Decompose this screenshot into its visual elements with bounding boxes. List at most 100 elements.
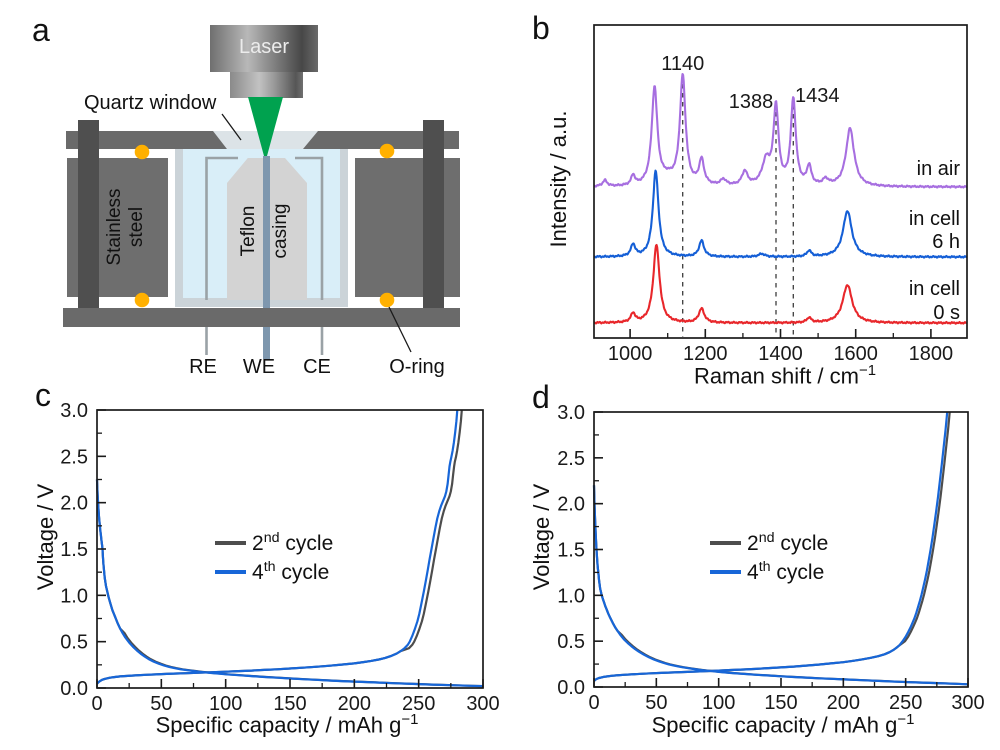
x-tick-label: 1600 bbox=[833, 343, 878, 365]
panel-d: 0.0 0.5 1.0 1.5 2.0 2.5 3.0 0 50 100 150 200 250 300 … bbox=[505, 385, 1000, 750]
o-ring-icon bbox=[134, 292, 150, 308]
d-y-axis-label: Voltage / V bbox=[529, 483, 554, 591]
x-tick-label: 250 bbox=[402, 693, 435, 715]
laser-head: Laser bbox=[210, 25, 318, 72]
raman-trace-2 bbox=[593, 243, 968, 325]
trace-label-in-air: in air bbox=[916, 158, 960, 180]
legend-line-2nd bbox=[215, 541, 246, 545]
raman-plot: 1000 1200 1400 1600 1800 1140 1388 1434 bbox=[593, 24, 968, 365]
y-tick-label: 2.0 bbox=[557, 494, 585, 516]
laser-objective bbox=[230, 72, 303, 98]
quartz-window-label: Quartz window bbox=[84, 92, 217, 114]
bolt-right bbox=[423, 120, 444, 308]
y-tick-label: 3.0 bbox=[557, 402, 585, 424]
oring-label: O-ring bbox=[389, 356, 445, 378]
y-tick-label: 1.5 bbox=[557, 540, 585, 562]
raman-x-axis-label: Raman shift / cm−1 bbox=[693, 362, 877, 389]
we-wire bbox=[263, 156, 270, 308]
panel-a: Laser Quartz window Stainless steel Tefl… bbox=[0, 0, 500, 390]
cycle-curve-2 bbox=[592, 485, 969, 686]
c-x-axis-label: Specific capacity / mAh g−1 bbox=[155, 711, 419, 738]
teflon-casing-label: Teflon casing bbox=[238, 203, 291, 259]
legend-line-4th bbox=[710, 570, 741, 574]
x-tick-label: 1400 bbox=[758, 343, 803, 365]
x-tick-label: 300 bbox=[951, 692, 984, 714]
panel-b: 1000 1200 1400 1600 1800 1140 1388 1434 Intensi… bbox=[500, 5, 1000, 400]
laser-beam-icon bbox=[248, 97, 283, 156]
legend-line-2nd bbox=[710, 541, 741, 545]
panel-c: 0.0 0.5 1.0 1.5 2.0 2.5 3.0 0 50 100 150 200 250 300 … bbox=[25, 385, 505, 750]
y-tick-label: 2.5 bbox=[60, 446, 88, 468]
o-ring-icon bbox=[379, 292, 395, 308]
x-tick-label: 250 bbox=[889, 692, 922, 714]
y-tick-label: 1.0 bbox=[557, 585, 585, 607]
laser-label: Laser bbox=[238, 36, 290, 58]
x-tick-label: 1200 bbox=[683, 343, 728, 365]
legend-entry-4th-cycle: 4th cycle bbox=[215, 559, 329, 585]
plot-frame bbox=[593, 411, 969, 688]
we-wire-lower bbox=[263, 327, 270, 359]
quartz-pointer-line bbox=[221, 113, 242, 141]
we-label: WE bbox=[242, 356, 276, 378]
d-x-axis-label: Specific capacity / mAh g−1 bbox=[651, 711, 915, 738]
legend-entry-2nd-cycle: 2nd cycle bbox=[215, 530, 333, 556]
panel-label-a: a bbox=[32, 12, 50, 48]
y-tick-label: 0.0 bbox=[60, 678, 88, 700]
panel-a-overlay bbox=[134, 97, 412, 359]
x-tick-label: 1800 bbox=[909, 343, 954, 365]
raman-y-axis-label: Intensity / a.u. bbox=[546, 110, 571, 248]
trace-label-0s: 0 s bbox=[933, 302, 960, 324]
x-tick-label: 200 bbox=[338, 693, 371, 715]
raman-trace-0 bbox=[593, 72, 968, 189]
legend-line-4th bbox=[215, 570, 246, 574]
y-tick-label: 1.5 bbox=[60, 539, 88, 561]
y-tick-label: 2.0 bbox=[60, 493, 88, 515]
y-tick-label: 0.5 bbox=[60, 632, 88, 654]
plot-frame bbox=[96, 409, 484, 689]
bolt-left bbox=[78, 120, 99, 308]
panel-label-d: d bbox=[532, 379, 550, 415]
x-tick-label: 300 bbox=[466, 693, 499, 715]
cycle-curve-2 bbox=[95, 479, 484, 688]
peak-annotation-1140: 1140 bbox=[661, 53, 704, 75]
c-y-axis-label: Voltage / V bbox=[33, 483, 58, 591]
trace-label-in-cell-6h: in cell bbox=[908, 208, 960, 230]
peak-annotation-1434: 1434 bbox=[795, 85, 840, 107]
x-tick-label: 0 bbox=[588, 692, 599, 714]
x-tick-label: 0 bbox=[91, 693, 102, 715]
y-tick-label: 0.0 bbox=[557, 677, 585, 699]
cycle-curve-3 bbox=[593, 411, 949, 682]
x-tick-label: 100 bbox=[702, 692, 735, 714]
re-label: RE bbox=[189, 356, 217, 378]
legend-entry-2nd-cycle: 2nd cycle bbox=[710, 530, 828, 556]
ce-wire bbox=[295, 156, 324, 300]
bottom-flange bbox=[63, 308, 460, 327]
trace-label-in-cell-0s: in cell bbox=[908, 278, 960, 300]
y-tick-label: 3.0 bbox=[60, 400, 88, 422]
o-ring-icon bbox=[379, 143, 395, 159]
re-wire bbox=[205, 156, 238, 300]
x-tick-label: 150 bbox=[273, 693, 306, 715]
cycle-plot-c: 0.0 0.5 1.0 1.5 2.0 2.5 3.0 0 50 100 150 200 250 300 bbox=[60, 400, 500, 715]
cycle-curve-3 bbox=[96, 409, 459, 685]
x-tick-label: 100 bbox=[209, 693, 242, 715]
ce-label: CE bbox=[303, 356, 331, 378]
stainless-steel-label: Stainless steel bbox=[104, 188, 147, 266]
trace-label-6h: 6 h bbox=[932, 231, 960, 253]
legend-entry-4th-cycle: 4th cycle bbox=[710, 559, 824, 585]
cycle-plot-d: 0.0 0.5 1.0 1.5 2.0 2.5 3.0 0 50 100 150 200 250 300 bbox=[557, 402, 985, 714]
raman-trace-1 bbox=[593, 169, 968, 259]
o-ring-icon bbox=[134, 144, 150, 160]
x-tick-label: 200 bbox=[827, 692, 860, 714]
x-tick-label: 1000 bbox=[608, 343, 653, 365]
x-tick-label: 50 bbox=[645, 692, 667, 714]
y-tick-label: 1.0 bbox=[60, 585, 88, 607]
peak-annotation-1388: 1388 bbox=[729, 91, 774, 113]
x-tick-label: 50 bbox=[150, 693, 172, 715]
x-tick-label: 150 bbox=[764, 692, 797, 714]
y-tick-label: 2.5 bbox=[557, 448, 585, 470]
plot-frame bbox=[593, 24, 968, 339]
panel-label-b: b bbox=[532, 10, 550, 46]
y-tick-label: 0.5 bbox=[557, 631, 585, 653]
